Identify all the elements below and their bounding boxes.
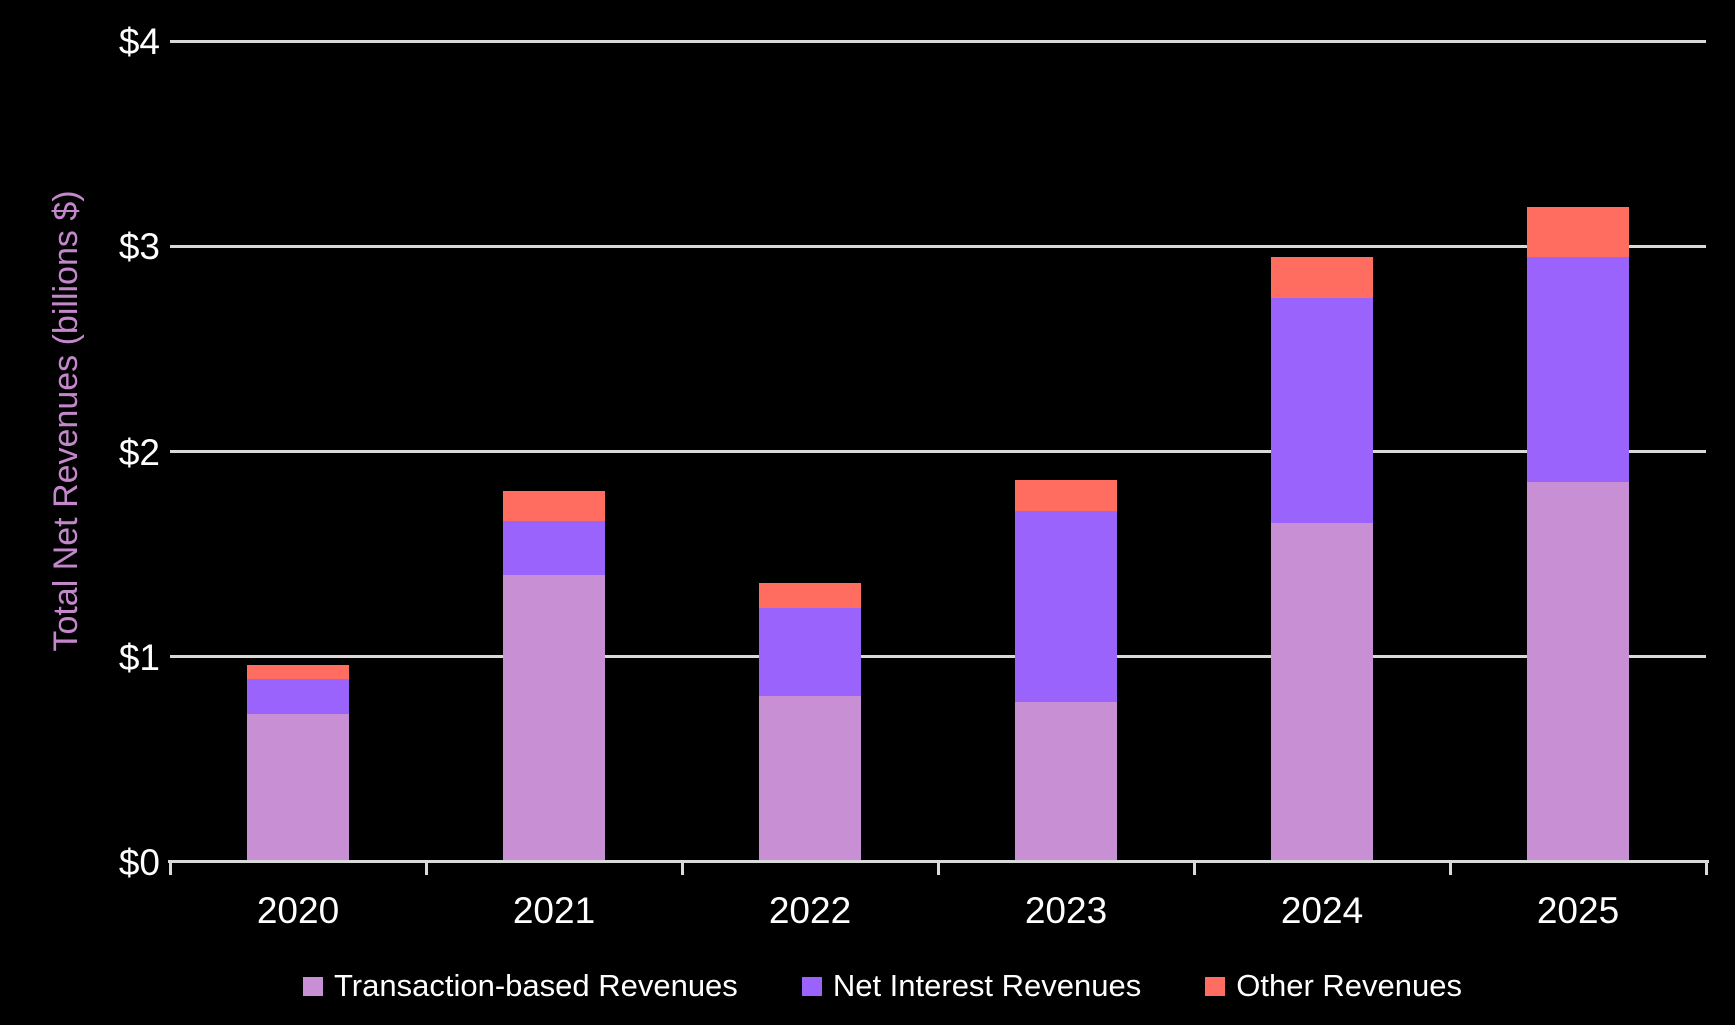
bar-2020	[247, 41, 349, 862]
legend-swatch-icon	[801, 976, 822, 996]
x-tick-label-2023: 2023	[1024, 890, 1108, 931]
x-tick-label-2022: 2022	[768, 890, 852, 931]
legend-label: Net Interest Revenues	[832, 968, 1142, 1003]
legend: Transaction-based Revenues Net Interest R…	[303, 969, 1462, 1003]
bar-segment-2020-net-interest-revenues	[247, 679, 349, 715]
x-axis-tick	[936, 861, 940, 875]
legend-label: Transaction-based Revenues	[334, 968, 738, 1003]
x-axis-tick	[1448, 861, 1452, 875]
bar-segment-2025-transaction-based-revenues	[1527, 482, 1629, 862]
gridline-2	[170, 450, 1706, 453]
bar-segment-2020-transaction-based-revenues	[247, 714, 349, 862]
bar-segment-2020-other-revenues	[247, 664, 349, 680]
legend-item-transaction-based-revenues: Transaction-based Revenues	[303, 969, 738, 1003]
legend-item-net-interest-revenues: Net Interest Revenues	[801, 968, 1142, 1003]
gridline-3	[170, 244, 1706, 248]
legend-item-other-revenues: Other Revenues	[1205, 969, 1462, 1003]
bar-segment-2022-transaction-based-revenues	[759, 695, 861, 862]
gridline-4	[170, 39, 1706, 43]
x-tick-label-2020: 2020	[256, 890, 340, 931]
bar-segment-2021-transaction-based-revenues	[503, 574, 605, 862]
x-axis-tick	[424, 861, 428, 875]
bar-segment-2024-net-interest-revenues	[1271, 297, 1373, 524]
y-tick-label-3: $3	[118, 226, 160, 268]
bar-segment-2025-other-revenues	[1527, 207, 1629, 257]
bar-segment-2021-other-revenues	[503, 490, 605, 522]
x-axis-tick	[168, 861, 172, 875]
bar-segment-2023-transaction-based-revenues	[1015, 701, 1117, 862]
x-tick-label-2024: 2024	[1280, 890, 1364, 931]
x-tick-label-2021: 2021	[512, 890, 596, 931]
bar-segment-2023-net-interest-revenues	[1015, 511, 1117, 702]
legend-label: Other Revenues	[1236, 968, 1462, 1003]
legend-swatch-icon	[1205, 976, 1226, 996]
bar-2024	[1271, 41, 1373, 862]
x-axis-tick	[1192, 861, 1196, 875]
bar-2021	[503, 41, 605, 862]
y-tick-label-2: $2	[118, 431, 160, 473]
bar-segment-2023-other-revenues	[1015, 480, 1117, 512]
gridline-1	[170, 655, 1706, 659]
plot-area	[168, 39, 1709, 875]
bar-segment-2021-net-interest-revenues	[503, 521, 605, 575]
y-tick-label-1: $1	[118, 636, 160, 678]
x-axis-tick	[680, 861, 684, 875]
y-tick-label-0: $0	[118, 842, 160, 883]
x-tick-label-2025: 2025	[1536, 890, 1620, 931]
bar-segment-2024-other-revenues	[1271, 256, 1373, 298]
bar-segment-2022-net-interest-revenues	[759, 607, 861, 696]
x-axis-tick	[1704, 861, 1708, 875]
bar-segment-2022-other-revenues	[759, 582, 861, 608]
y-tick-label-4: $4	[118, 21, 160, 62]
legend-swatch-icon	[303, 976, 323, 996]
bar-2022	[759, 41, 861, 862]
bar-segment-2025-net-interest-revenues	[1527, 256, 1629, 483]
bar-2023	[1015, 41, 1117, 862]
bar-2025	[1527, 41, 1629, 862]
bar-segment-2024-transaction-based-revenues	[1271, 523, 1373, 862]
